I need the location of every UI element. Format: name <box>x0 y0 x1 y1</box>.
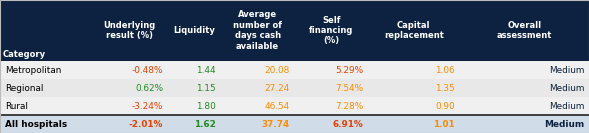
Text: Underlying
result (%): Underlying result (%) <box>104 21 155 40</box>
Text: Medium: Medium <box>544 120 584 128</box>
Text: 1.35: 1.35 <box>435 84 455 93</box>
Text: 1.62: 1.62 <box>194 120 216 128</box>
Text: 1.80: 1.80 <box>196 102 216 111</box>
Text: Category: Category <box>3 49 46 59</box>
Text: 20.08: 20.08 <box>264 66 290 75</box>
Text: 0.62%: 0.62% <box>135 84 163 93</box>
Text: 1.01: 1.01 <box>433 120 455 128</box>
Text: 0.90: 0.90 <box>435 102 455 111</box>
Text: Liquidity: Liquidity <box>173 26 216 35</box>
Bar <box>0 0 589 61</box>
Text: 1.06: 1.06 <box>435 66 455 75</box>
Text: Medium: Medium <box>549 102 584 111</box>
Text: -0.48%: -0.48% <box>132 66 163 75</box>
Text: 6.91%: 6.91% <box>333 120 363 128</box>
Text: Self
financing
(%): Self financing (%) <box>309 16 353 45</box>
Bar <box>0 97 589 115</box>
Text: 1.44: 1.44 <box>197 66 216 75</box>
Text: 1.15: 1.15 <box>197 84 216 93</box>
Text: Medium: Medium <box>549 66 584 75</box>
Text: 7.54%: 7.54% <box>335 84 363 93</box>
Text: -2.01%: -2.01% <box>129 120 163 128</box>
Text: Metropolitan: Metropolitan <box>5 66 61 75</box>
Text: Overall
assessment: Overall assessment <box>497 21 552 40</box>
Text: Regional: Regional <box>5 84 43 93</box>
Text: All hospitals: All hospitals <box>5 120 67 128</box>
Text: Rural: Rural <box>5 102 28 111</box>
Text: 27.24: 27.24 <box>264 84 290 93</box>
Text: 46.54: 46.54 <box>264 102 290 111</box>
Bar <box>0 79 589 97</box>
Bar <box>0 115 589 133</box>
Text: Capital
replacement: Capital replacement <box>384 21 444 40</box>
Text: Average
number of
days cash
available: Average number of days cash available <box>233 11 282 51</box>
Text: 7.28%: 7.28% <box>335 102 363 111</box>
Bar <box>0 61 589 79</box>
Text: Medium: Medium <box>549 84 584 93</box>
Text: 5.29%: 5.29% <box>335 66 363 75</box>
Text: -3.24%: -3.24% <box>132 102 163 111</box>
Text: 37.74: 37.74 <box>262 120 290 128</box>
